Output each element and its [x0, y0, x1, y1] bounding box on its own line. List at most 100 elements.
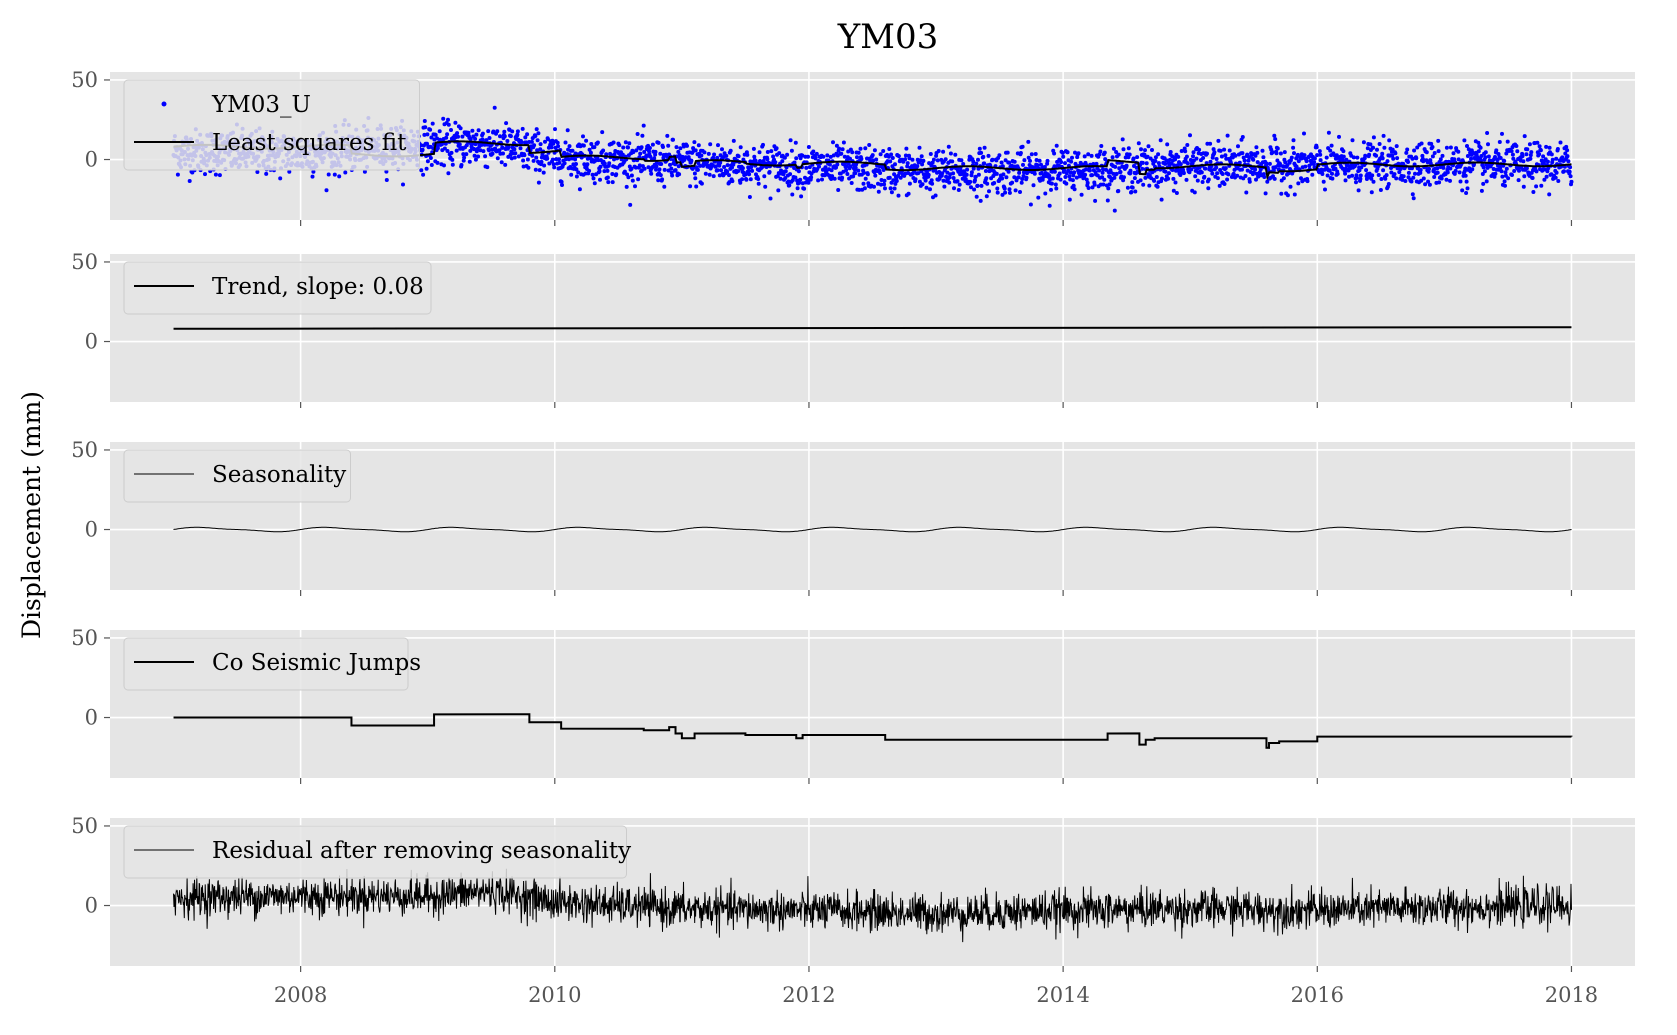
data-point: [311, 169, 316, 174]
data-point: [874, 157, 879, 162]
data-point: [1528, 156, 1533, 161]
data-point: [1350, 138, 1355, 143]
data-point: [1102, 150, 1107, 155]
data-point: [1569, 179, 1574, 184]
data-point: [474, 132, 479, 137]
data-point: [1128, 168, 1133, 173]
data-point: [1100, 170, 1105, 175]
data-point: [1486, 142, 1490, 147]
data-point: [953, 152, 958, 157]
data-point: [969, 170, 974, 175]
data-point: [1538, 148, 1543, 153]
data-point: [627, 141, 632, 146]
data-point: [1484, 179, 1489, 184]
data-point: [1272, 176, 1277, 181]
data-point: [730, 179, 735, 184]
data-point: [1312, 156, 1317, 161]
data-point: [1329, 143, 1334, 148]
data-point: [534, 155, 539, 160]
data-point: [1100, 175, 1105, 180]
data-point: [569, 172, 574, 177]
data-point: [621, 145, 626, 150]
data-point: [574, 162, 578, 166]
data-point: [425, 132, 430, 137]
data-point: [1135, 155, 1140, 160]
data-point: [1105, 198, 1110, 203]
data-point: [920, 182, 925, 187]
data-point: [1003, 158, 1008, 163]
data-point: [1165, 142, 1170, 147]
data-point: [1223, 166, 1228, 171]
data-point: [940, 171, 945, 176]
data-point: [1035, 163, 1040, 168]
data-point: [1251, 157, 1256, 162]
data-point: [1335, 171, 1340, 176]
data-point: [1438, 157, 1443, 162]
data-point: [806, 154, 810, 159]
data-point: [1419, 178, 1424, 183]
data-point: [1436, 138, 1441, 143]
data-point: [665, 133, 670, 138]
data-point: [1500, 174, 1505, 179]
data-point: [1007, 160, 1012, 165]
y-tick-label: 0: [85, 706, 98, 730]
data-point: [466, 130, 471, 135]
data-point: [1024, 175, 1029, 180]
data-point: [1464, 191, 1469, 195]
data-point: [1254, 145, 1259, 150]
data-point: [785, 152, 790, 157]
y-tick-label: 50: [71, 438, 98, 462]
data-point: [1246, 158, 1251, 163]
data-point: [1462, 138, 1467, 143]
data-point: [751, 146, 756, 151]
data-point: [762, 174, 767, 179]
data-point: [1090, 173, 1095, 178]
data-point: [264, 171, 269, 176]
data-point: [987, 189, 991, 194]
data-point: [1086, 152, 1091, 157]
data-point: [1052, 169, 1057, 174]
data-point: [1097, 168, 1102, 173]
data-point: [1347, 174, 1351, 179]
data-point: [1305, 179, 1310, 184]
data-point: [969, 173, 974, 178]
data-point: [1525, 147, 1530, 152]
data-point: [786, 179, 791, 184]
data-point: [646, 165, 651, 170]
data-point: [1424, 150, 1429, 155]
data-point: [449, 128, 453, 132]
data-point: [1325, 173, 1330, 178]
data-point: [1062, 168, 1067, 173]
data-point: [449, 150, 454, 155]
data-point: [1010, 180, 1015, 185]
data-point: [903, 157, 908, 162]
data-point: [1530, 176, 1535, 180]
data-point: [1480, 172, 1485, 176]
data-point: [1368, 142, 1373, 147]
data-point: [1040, 177, 1045, 182]
data-point: [1324, 155, 1329, 160]
data-point: [1223, 153, 1228, 158]
data-point: [519, 140, 524, 145]
data-point: [1265, 179, 1270, 184]
data-point: [853, 171, 858, 176]
data-point: [473, 142, 478, 147]
data-point: [746, 168, 751, 173]
data-point: [1476, 140, 1481, 145]
data-point: [1070, 178, 1075, 183]
data-point: [435, 136, 439, 141]
data-point: [1079, 192, 1084, 197]
data-point: [930, 181, 935, 186]
data-point: [1175, 163, 1180, 168]
data-point: [491, 129, 496, 134]
data-point: [508, 134, 513, 139]
data-point: [1483, 150, 1488, 155]
data-point: [888, 159, 893, 164]
data-point: [542, 163, 547, 168]
data-point: [1514, 144, 1519, 148]
data-point: [1469, 156, 1473, 161]
data-point: [1253, 167, 1258, 172]
data-point: [606, 180, 611, 185]
data-point: [761, 142, 765, 147]
x-tick-label: 2016: [1291, 983, 1344, 1007]
